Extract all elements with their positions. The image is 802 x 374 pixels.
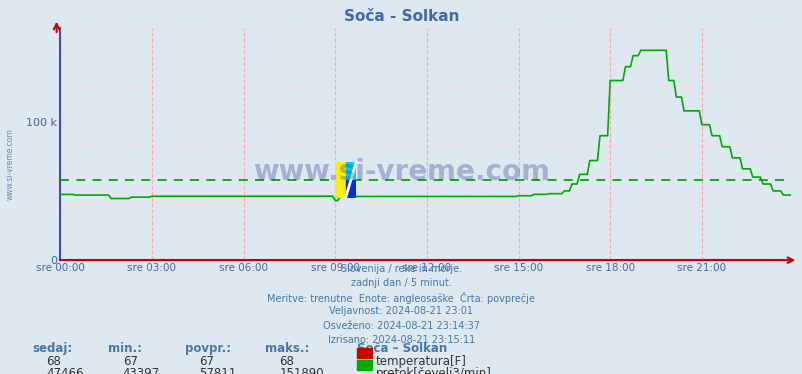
Text: 47466: 47466	[47, 367, 84, 374]
Text: pretok[čevelj3/min]: pretok[čevelj3/min]	[375, 367, 491, 374]
Text: 57811: 57811	[199, 367, 236, 374]
Text: 67: 67	[199, 355, 214, 368]
Text: maks.:: maks.:	[265, 342, 309, 355]
Text: Soča – Solkan: Soča – Solkan	[357, 342, 447, 355]
Text: www.si-vreme.com: www.si-vreme.com	[6, 129, 15, 200]
Text: Meritve: trenutne  Enote: angleosaške  Črta: povprečje: Meritve: trenutne Enote: angleosaške Črt…	[267, 292, 535, 304]
Text: 68: 68	[47, 355, 62, 368]
Text: 67: 67	[123, 355, 138, 368]
Text: Soča - Solkan: Soča - Solkan	[343, 9, 459, 24]
Bar	[334, 162, 345, 198]
Text: www.si-vreme.com: www.si-vreme.com	[253, 158, 549, 186]
Bar	[345, 162, 355, 180]
Text: sedaj:: sedaj:	[32, 342, 72, 355]
Text: temperatura[F]: temperatura[F]	[375, 355, 466, 368]
Text: Osveženo: 2024-08-21 23:14:37: Osveženo: 2024-08-21 23:14:37	[322, 321, 480, 331]
Text: Veljavnost: 2024-08-21 23:01: Veljavnost: 2024-08-21 23:01	[329, 306, 473, 316]
Text: zadnji dan / 5 minut.: zadnji dan / 5 minut.	[350, 278, 452, 288]
Text: Izrisano: 2024-08-21 23:15:11: Izrisano: 2024-08-21 23:15:11	[327, 335, 475, 345]
Text: 68: 68	[279, 355, 294, 368]
Text: min.:: min.:	[108, 342, 142, 355]
Bar	[345, 180, 355, 198]
Text: 151890: 151890	[279, 367, 324, 374]
Text: 43397: 43397	[123, 367, 160, 374]
Text: Slovenija / reke in morje.: Slovenija / reke in morje.	[341, 264, 461, 274]
Text: povpr.:: povpr.:	[184, 342, 230, 355]
